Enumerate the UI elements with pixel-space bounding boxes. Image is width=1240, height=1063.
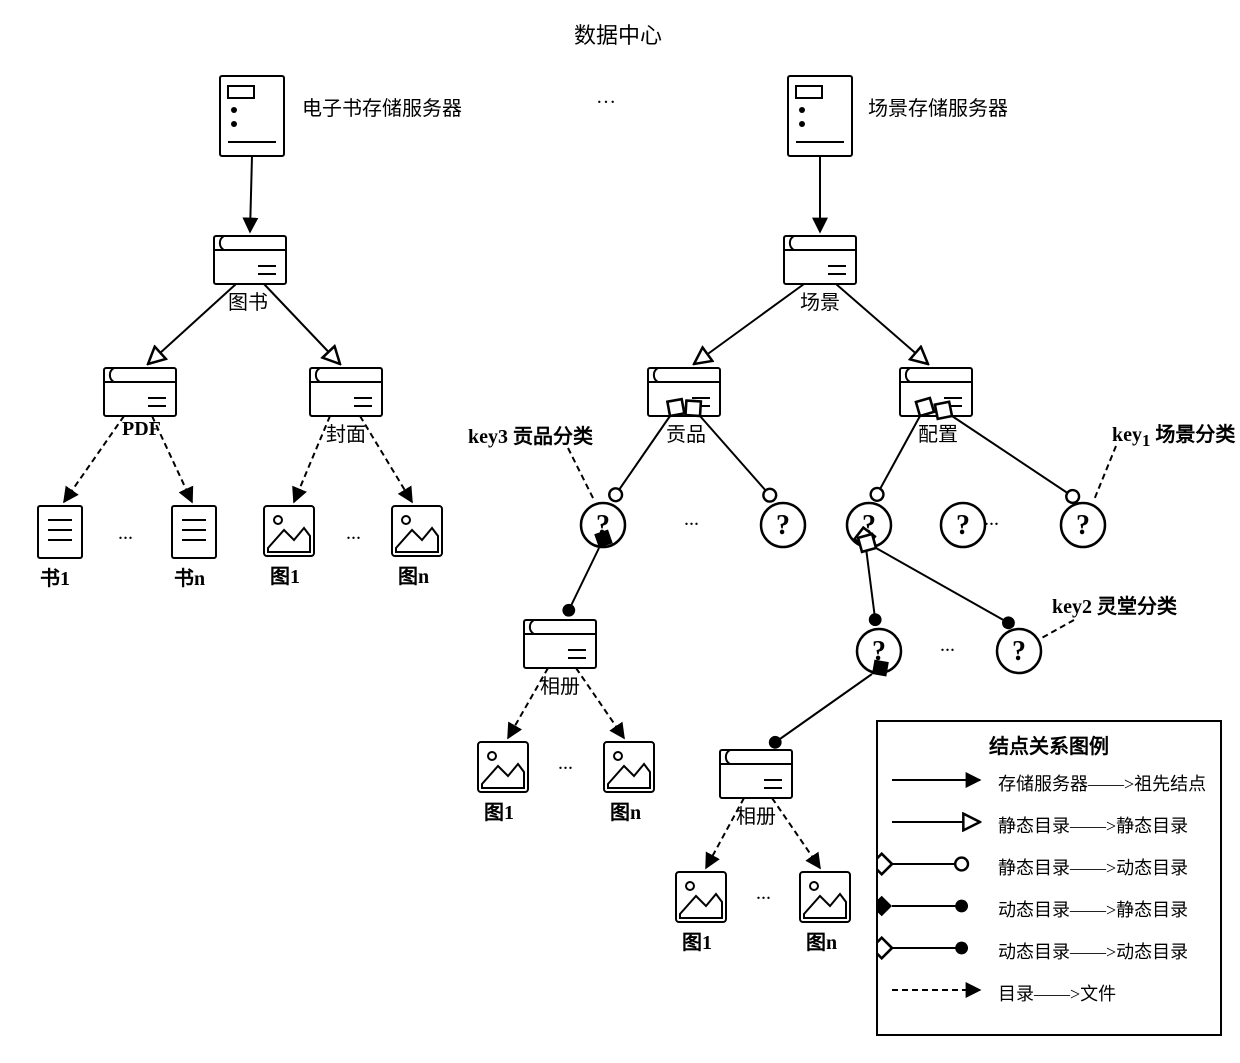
folder-icon (648, 368, 720, 416)
question-icon (761, 503, 805, 547)
ellipsis: ... (756, 882, 771, 905)
ellipsis: ... (558, 752, 573, 775)
key1-label: key1 场景分类 (1112, 418, 1235, 451)
leaf-label: 书1 (40, 562, 70, 591)
folder-label: PDF (122, 418, 161, 441)
folder-icon (900, 368, 972, 416)
legend-box: 结点关系图例 存储服务器——>祖先结点 静态目录——>静态目录 静态目录——>动… (876, 720, 1222, 1036)
server-label-left: 电子书存储服务器 (302, 92, 462, 121)
folder-icon (214, 236, 286, 284)
folder-label: 封面 (326, 418, 366, 447)
ellipsis: ... (346, 522, 361, 545)
image-icon (392, 506, 442, 556)
page-title: 数据中心 (574, 18, 662, 50)
server-label-right: 场景存储服务器 (868, 92, 1008, 121)
legend-row-text: 目录——>文件 (998, 980, 1116, 1006)
image-icon (604, 742, 654, 792)
leaf-label: 图n (398, 560, 429, 589)
question-icon (847, 503, 891, 547)
key2-label: key2 灵堂分类 (1052, 590, 1177, 619)
folder-icon (784, 236, 856, 284)
question-icon (857, 629, 901, 673)
folder-label: 相册 (736, 800, 776, 829)
folder-label: 贡品 (666, 418, 706, 447)
question-icon (941, 503, 985, 547)
leaf-label: 图1 (270, 560, 300, 589)
folder-icon (104, 368, 176, 416)
question-icon (581, 503, 625, 547)
ellipsis: … (596, 86, 616, 109)
legend-row-text: 静态目录——>动态目录 (998, 854, 1188, 880)
leaf-label: 图n (806, 926, 837, 955)
image-icon (800, 872, 850, 922)
folder-label: 配置 (918, 418, 958, 447)
leaf-label: 图1 (484, 796, 514, 825)
folder-icon (310, 368, 382, 416)
folder-icon (720, 750, 792, 798)
leaf-label: 书n (174, 562, 205, 591)
folder-label: 相册 (540, 670, 580, 699)
key1-prefix: key (1112, 424, 1142, 446)
doc-icon (172, 506, 216, 558)
leaf-label: 图n (610, 796, 641, 825)
doc-icon (38, 506, 82, 558)
leaf-label: 图1 (682, 926, 712, 955)
folder-label: 图书 (228, 286, 268, 315)
ellipsis: ... (684, 508, 699, 531)
ellipsis: ... (984, 508, 999, 531)
key3-label: key3 贡品分类 (468, 420, 593, 449)
image-icon (478, 742, 528, 792)
ellipsis: ... (940, 634, 955, 657)
legend-row-text: 动态目录——>动态目录 (998, 938, 1188, 964)
ellipsis: ... (118, 522, 133, 545)
question-icon (1061, 503, 1105, 547)
key1-rest: 场景分类 (1150, 424, 1235, 446)
folder-icon (524, 620, 596, 668)
server-icon (788, 76, 852, 156)
legend-row-text: 存储服务器——>祖先结点 (998, 770, 1206, 796)
folder-label: 场景 (800, 286, 840, 315)
image-icon (264, 506, 314, 556)
legend-row-text: 静态目录——>静态目录 (998, 812, 1188, 838)
image-icon (676, 872, 726, 922)
question-icon (997, 629, 1041, 673)
legend-row-text: 动态目录——>静态目录 (998, 896, 1188, 922)
diagram-root: ? (0, 0, 1240, 1063)
server-icon (220, 76, 284, 156)
